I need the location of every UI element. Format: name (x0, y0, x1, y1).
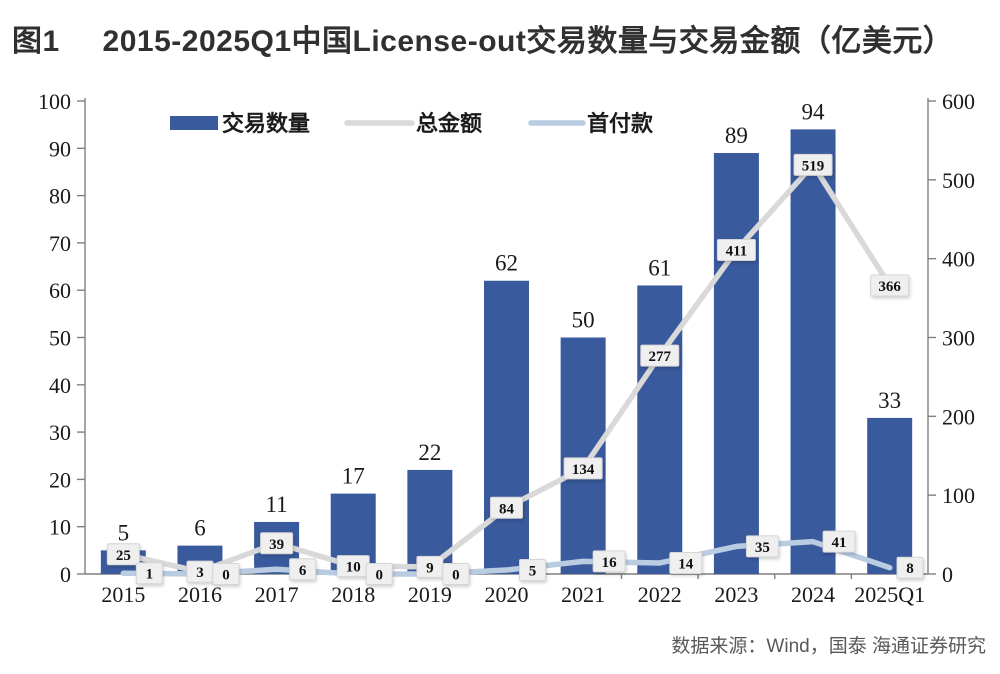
bar-value-label: 6 (194, 516, 206, 541)
total-amount-label-value: 9 (426, 560, 434, 576)
left-axis-tick-label: 0 (60, 562, 71, 587)
downpayment-label-box (822, 530, 856, 553)
bar-value-label: 17 (342, 464, 365, 489)
right-axis-tick-label: 300 (942, 326, 975, 351)
legend-label-total: 总金额 (416, 111, 482, 136)
downpayment-label-value: 35 (755, 540, 770, 556)
x-axis-label: 2020 (485, 582, 529, 607)
total-amount-label-box (490, 496, 523, 519)
x-axis-label: 2018 (331, 582, 375, 607)
bar-value-label: 33 (878, 388, 901, 413)
left-axis-tick-label: 100 (38, 89, 71, 114)
bar-2025Q1 (867, 417, 913, 574)
downpayment-label-box (669, 551, 703, 574)
downpayment-label-value: 5 (529, 564, 537, 580)
x-axis-label: 2025Q1 (854, 582, 925, 607)
left-axis-tick-label: 70 (49, 231, 71, 256)
downpayment-label-box (289, 558, 317, 581)
right-axis-tick-label: 100 (942, 483, 975, 508)
left-axis-tick-label: 40 (49, 373, 71, 398)
bar-2024 (790, 129, 836, 574)
total-amount-label-value: 3 (196, 565, 204, 581)
downpayment-label-box (745, 535, 779, 558)
x-axis-label: 2017 (255, 582, 299, 607)
figure-title: 2015-2025Q1中国License-out交易数量与交易金额（亿美元） (102, 25, 954, 58)
right-axis-tick-label: 400 (942, 247, 975, 272)
downpayment-label-value: 0 (375, 568, 383, 584)
bar-value-label: 62 (495, 251, 518, 276)
downpayment-label-value: 14 (678, 556, 694, 572)
downpayment-label-value: 0 (452, 568, 460, 584)
right-axis-tick-label: 0 (942, 562, 953, 587)
bar-value-label: 11 (266, 492, 288, 517)
total-amount-label-box (793, 153, 833, 176)
right-axis-tick-label: 600 (942, 89, 975, 114)
bar-value-label: 50 (572, 308, 595, 333)
left-axis-tick-label: 60 (49, 278, 71, 303)
x-axis-label: 2022 (638, 582, 682, 607)
downpayment-label-box (592, 550, 626, 573)
bar-2021 (560, 337, 606, 574)
bar-value-label: 22 (418, 440, 441, 465)
bar-2023 (713, 153, 759, 574)
total-amount-label-value: 84 (499, 501, 515, 517)
total-amount-label-value: 25 (116, 548, 131, 564)
left-axis-tick-label: 10 (49, 515, 71, 540)
left-axis-tick-label: 90 (49, 136, 71, 161)
bar-value-label: 89 (725, 123, 748, 148)
data-source: 数据来源：Wind，国泰 海通证券研究 (671, 636, 986, 657)
x-axis-label: 2016 (178, 582, 222, 607)
bar-value-label: 61 (648, 255, 671, 280)
downpayment-label-box (212, 563, 240, 585)
bar-2020 (484, 280, 529, 574)
total-amount-label-box (716, 238, 756, 261)
downpayment-label-box (896, 556, 924, 579)
x-axis-label: 2019 (408, 582, 452, 607)
x-axis-label: 2021 (561, 582, 605, 607)
downpayment-label-box (365, 563, 393, 585)
total-amount-label-box (870, 274, 910, 297)
legend-label-downpayment: 首付款 (587, 111, 654, 136)
figure-title-row: 图1 2015-2025Q1中国License-out交易数量与交易金额（亿美元… (12, 16, 953, 60)
total-amount-label-box (106, 543, 140, 566)
right-axis-tick-label: 200 (942, 404, 975, 429)
total-amount-label-value: 411 (726, 243, 748, 259)
x-axis-label: 2015 (101, 582, 145, 607)
downpayment-label-value: 0 (222, 568, 230, 584)
bar-2022 (637, 285, 683, 574)
total-amount-label-value: 366 (878, 279, 901, 295)
figure-tag: 图1 (12, 25, 60, 58)
total-amount-label-value: 39 (269, 537, 284, 553)
total-amount-label-value: 10 (346, 560, 361, 576)
bar-value-label: 5 (118, 520, 130, 545)
x-axis-label: 2024 (791, 582, 835, 607)
downpayment-label-box (519, 559, 546, 582)
downpayment-label-value: 1 (146, 567, 154, 583)
left-axis-tick-label: 80 (49, 184, 71, 209)
total-amount-label-box (563, 457, 603, 480)
total-amount-label-value: 277 (649, 349, 672, 365)
downpayment-label-value: 41 (832, 535, 847, 551)
legend-label-bar: 交易数量 (222, 111, 310, 136)
right-axis-tick-label: 500 (942, 168, 975, 193)
downpayment-label-box (442, 563, 470, 585)
left-axis-tick-label: 50 (49, 326, 71, 351)
total-amount-label-box (640, 344, 680, 367)
x-axis-label: 2023 (714, 582, 758, 607)
total-amount-label-value: 134 (572, 462, 595, 478)
bar-value-label: 94 (802, 99, 826, 124)
left-axis-tick-label: 30 (49, 420, 71, 445)
downpayment-label-value: 8 (906, 561, 914, 577)
total-amount-label-box (260, 532, 294, 555)
downpayment-label-value: 16 (602, 555, 618, 571)
downpayment-label-value: 6 (299, 563, 307, 579)
total-amount-label-value: 519 (802, 158, 825, 174)
legend-swatch-bar (170, 116, 218, 130)
downpayment-label-box (135, 562, 163, 585)
left-axis-tick-label: 20 (49, 467, 71, 492)
